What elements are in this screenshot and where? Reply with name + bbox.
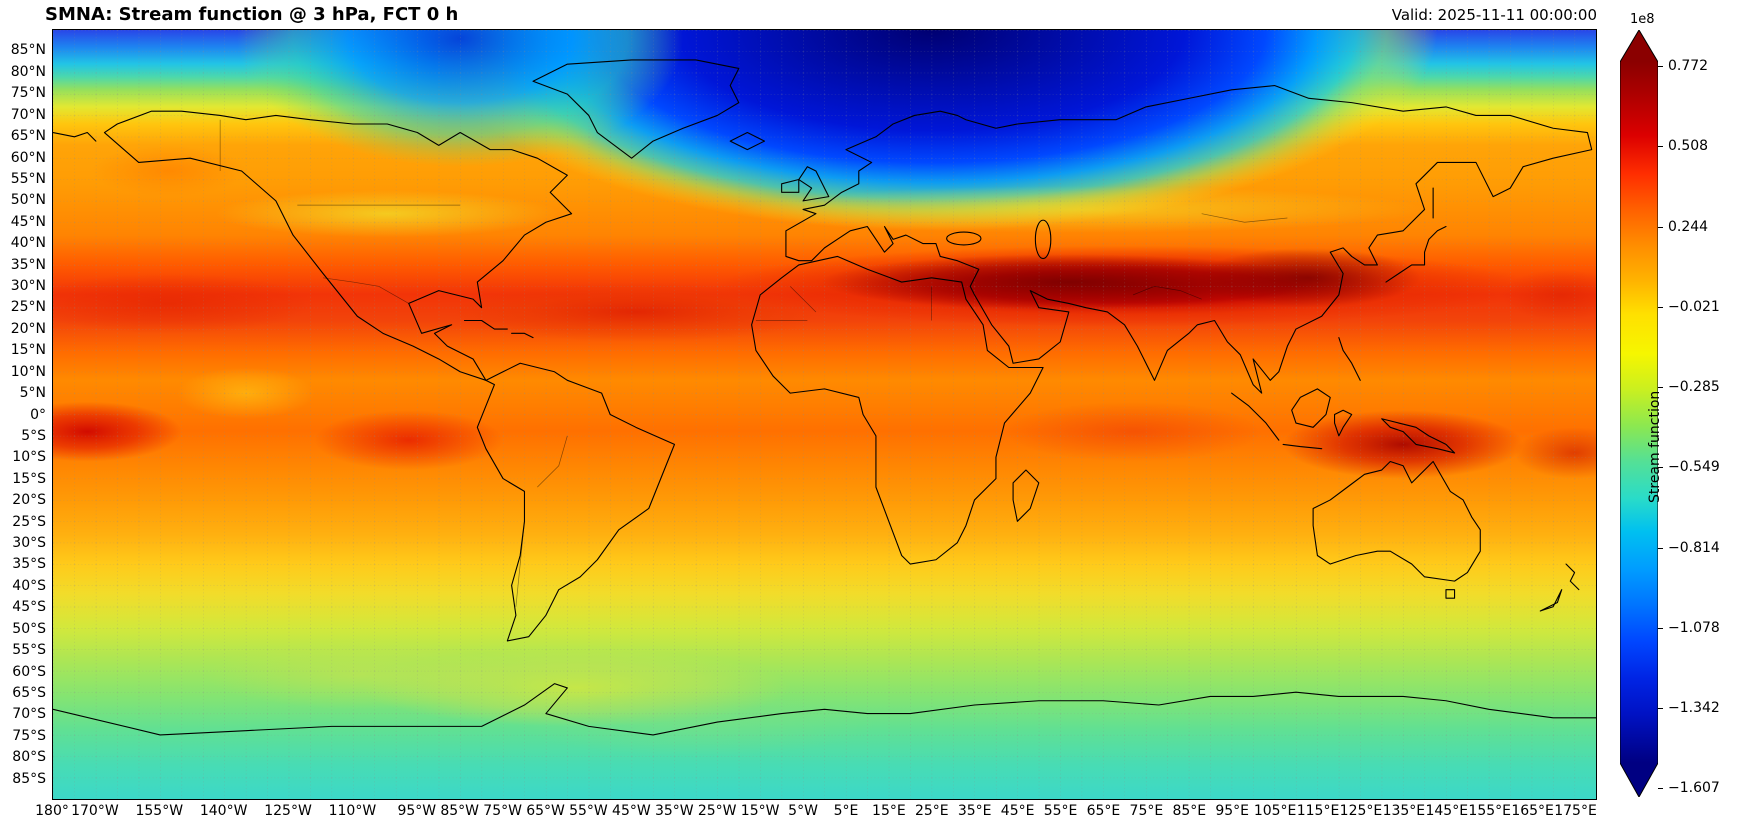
lon-tick-label: 25°E [914,803,949,819]
coastlines [53,60,1596,735]
lat-tick-label: 15°N [10,342,46,359]
lon-tick-label: 145°E [1425,803,1469,819]
lon-tick-label: 85°W [440,803,480,819]
lat-tick-label: 50°S [12,620,46,637]
lat-tick-label: 10°N [10,363,46,380]
lat-tick-label: 85°N [10,42,46,59]
lat-tick-label: 85°S [12,770,46,787]
page-title: SMNA: Stream function @ 3 hPa, FCT 0 h [45,4,459,25]
lon-tick-label: 35°W [654,803,694,819]
colorbar-tick-label: 0.772 [1668,58,1709,74]
lat-tick-label: 65°N [10,128,46,145]
lon-tick-label: 15°W [740,803,780,819]
lon-tick-label: 140°W [199,803,248,819]
lat-tick-label: 5°S [21,427,46,444]
colorbar-tick-label: −1.342 [1668,700,1720,716]
colorbar-tick-label: −1.607 [1668,780,1720,797]
colorbar-tick-mark [1658,226,1663,228]
lon-tick-label: 45°E [1000,803,1035,819]
colorbar-tick-label: −0.021 [1668,298,1720,315]
lon-tick-label: 165°E [1511,803,1554,819]
lat-tick-label: 30°N [10,278,46,294]
lon-tick-label: 5°E [833,803,859,819]
lat-tick-label: 50°N [10,192,46,209]
lat-tick-label: 70°S [12,706,46,723]
lon-tick-label: 5°W [788,803,818,819]
colorbar-tick-mark [1658,788,1663,790]
lon-tick-label: 75°W [483,803,522,819]
lat-tick-label: 35°S [12,556,46,573]
colorbar-offset-label: 1e8 [1630,12,1655,27]
colorbar-tick-mark [1658,467,1663,469]
lon-tick-label: 155°W [135,803,184,819]
lat-tick-label: 30°S [12,535,46,551]
lon-tick-label: 85°E [1172,803,1207,819]
colorbar-tick-mark [1658,547,1663,549]
country-borders [220,120,1287,607]
colorbar-tick-label: 0.508 [1668,138,1709,155]
lat-tick-label: 60°N [10,149,46,166]
lon-tick-label: 125°W [264,803,312,819]
lat-tick-label: 35°N [10,256,46,273]
lat-tick-label: 65°S [12,684,46,701]
colorbar-tick-mark [1658,708,1663,710]
lat-tick-label: 5°N [19,385,46,402]
lat-tick-label: 45°S [12,599,46,616]
lat-tick-label: 45°N [10,213,46,230]
lon-tick-label: 180° [35,803,69,819]
lon-tick-label: 65°W [526,803,565,819]
lat-tick-label: 60°S [12,663,46,680]
lon-tick-label: 45°W [612,803,651,819]
lat-tick-label: 70°N [10,106,46,123]
lat-tick-label: 55°S [12,642,46,659]
lat-tick-label: 25°S [12,513,46,530]
lat-tick-label: 15°S [12,470,46,487]
lon-tick-label: 65°E [1086,803,1121,819]
lon-tick-label: 95°W [397,803,437,819]
world-map [52,29,1597,800]
lat-tick-label: 10°S [12,449,46,466]
colorbar-tick-label: −1.078 [1668,619,1720,636]
colorbar-tick-mark [1658,66,1663,68]
lat-tick-label: 20°S [12,492,46,509]
lon-tick-label: 175°E [1554,803,1597,819]
lat-tick-label: 75°N [10,85,46,102]
lon-tick-label: 115°E [1296,803,1340,819]
lon-tick-label: 25°W [697,803,737,819]
lon-tick-label: 170°W [71,803,119,819]
lon-tick-label: 155°E [1468,803,1511,819]
lon-tick-label: 35°E [957,803,992,819]
lon-tick-label: 110°W [328,803,377,819]
colorbar-tick-mark [1658,306,1663,308]
lon-tick-label: 105°E [1253,803,1297,819]
colorbar-tick-label: −0.549 [1668,459,1720,476]
lat-tick-label: 20°N [10,320,46,337]
lon-tick-label: 95°E [1215,803,1250,819]
lat-tick-label: 55°N [10,170,46,187]
lon-tick-label: 55°W [569,803,608,819]
colorbar-tick-mark [1658,387,1663,389]
colorbar-tick-mark [1658,146,1663,148]
colorbar-tick-label: −0.285 [1668,379,1720,395]
lon-tick-label: 15°E [872,803,906,819]
lon-tick-label: 55°E [1043,803,1078,819]
lat-tick-label: 25°N [10,299,46,316]
lat-tick-label: 0° [30,406,46,423]
lat-tick-label: 75°S [12,727,46,744]
colorbar-tick-mark [1658,627,1663,629]
colorbar-tick-label: 0.244 [1668,218,1709,235]
valid-time-label: Valid: 2025-11-11 00:00:00 [1391,6,1597,24]
stream-function-field [53,30,1596,799]
colorbar-axis-label: Stream function [1647,390,1663,503]
lat-tick-label: 40°N [10,235,46,252]
graticule [53,30,1596,799]
lat-tick-label: 80°S [12,749,46,766]
lon-tick-label: 125°E [1339,803,1383,819]
lat-tick-label: 40°S [12,577,46,594]
lon-tick-label: 75°E [1129,803,1164,819]
colorbar-tick-label: −0.814 [1668,539,1720,556]
lat-tick-label: 80°N [10,63,46,80]
lon-tick-label: 135°E [1382,803,1426,819]
